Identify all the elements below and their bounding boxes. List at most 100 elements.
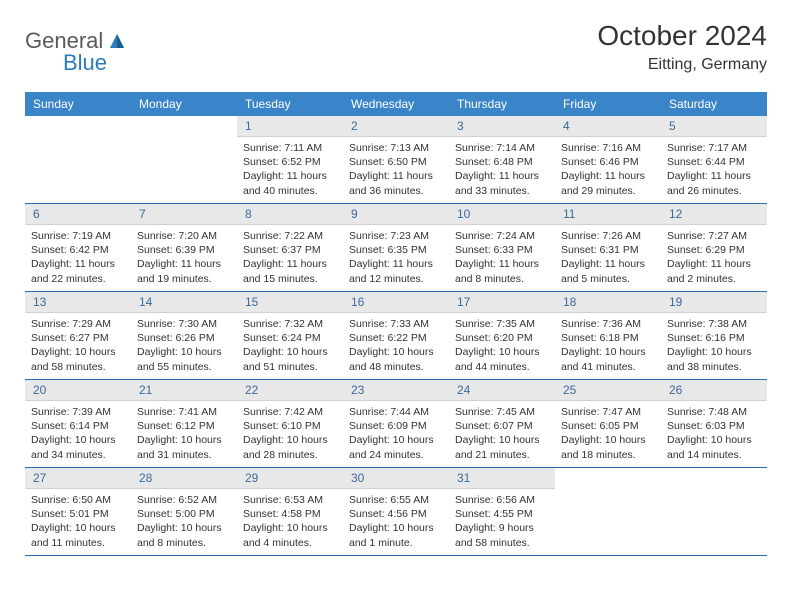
calendar-empty-cell [131,116,237,204]
calendar-day-cell: 2Sunrise: 7:13 AMSunset: 6:50 PMDaylight… [343,116,449,204]
day-number: 23 [343,380,449,401]
weekday-header: Wednesday [343,92,449,116]
day-content: Sunrise: 7:26 AMSunset: 6:31 PMDaylight:… [555,225,661,290]
calendar-day-cell: 29Sunrise: 6:53 AMSunset: 4:58 PMDayligh… [237,468,343,556]
day-number: 20 [25,380,131,401]
day-content: Sunrise: 6:50 AMSunset: 5:01 PMDaylight:… [25,489,131,554]
day-number: 4 [555,116,661,137]
day-content: Sunrise: 7:16 AMSunset: 6:46 PMDaylight:… [555,137,661,202]
weekday-header: Thursday [449,92,555,116]
calendar-day-cell: 17Sunrise: 7:35 AMSunset: 6:20 PMDayligh… [449,292,555,380]
sail-icon [107,31,127,51]
month-title: October 2024 [597,20,767,52]
day-number: 10 [449,204,555,225]
day-content: Sunrise: 6:56 AMSunset: 4:55 PMDaylight:… [449,489,555,554]
day-content: Sunrise: 7:36 AMSunset: 6:18 PMDaylight:… [555,313,661,378]
calendar: SundayMondayTuesdayWednesdayThursdayFrid… [25,92,767,556]
day-content: Sunrise: 7:17 AMSunset: 6:44 PMDaylight:… [661,137,767,202]
day-content: Sunrise: 7:13 AMSunset: 6:50 PMDaylight:… [343,137,449,202]
day-content: Sunrise: 7:42 AMSunset: 6:10 PMDaylight:… [237,401,343,466]
page-header: General October 2024 Eitting, Germany [25,20,767,74]
day-number: 18 [555,292,661,313]
day-number: 29 [237,468,343,489]
calendar-day-cell: 28Sunrise: 6:52 AMSunset: 5:00 PMDayligh… [131,468,237,556]
calendar-day-cell: 14Sunrise: 7:30 AMSunset: 6:26 PMDayligh… [131,292,237,380]
day-content: Sunrise: 7:47 AMSunset: 6:05 PMDaylight:… [555,401,661,466]
day-content: Sunrise: 7:27 AMSunset: 6:29 PMDaylight:… [661,225,767,290]
day-content: Sunrise: 7:29 AMSunset: 6:27 PMDaylight:… [25,313,131,378]
day-number: 7 [131,204,237,225]
calendar-day-cell: 6Sunrise: 7:19 AMSunset: 6:42 PMDaylight… [25,204,131,292]
title-block: October 2024 Eitting, Germany [597,20,767,74]
day-content: Sunrise: 7:19 AMSunset: 6:42 PMDaylight:… [25,225,131,290]
day-number: 16 [343,292,449,313]
calendar-day-cell: 18Sunrise: 7:36 AMSunset: 6:18 PMDayligh… [555,292,661,380]
calendar-empty-cell [661,468,767,556]
calendar-day-cell: 4Sunrise: 7:16 AMSunset: 6:46 PMDaylight… [555,116,661,204]
calendar-day-cell: 30Sunrise: 6:55 AMSunset: 4:56 PMDayligh… [343,468,449,556]
calendar-empty-cell [555,468,661,556]
day-number: 2 [343,116,449,137]
calendar-day-cell: 24Sunrise: 7:45 AMSunset: 6:07 PMDayligh… [449,380,555,468]
day-content: Sunrise: 7:44 AMSunset: 6:09 PMDaylight:… [343,401,449,466]
day-number: 25 [555,380,661,401]
day-number: 31 [449,468,555,489]
day-number: 12 [661,204,767,225]
day-number: 9 [343,204,449,225]
calendar-day-cell: 25Sunrise: 7:47 AMSunset: 6:05 PMDayligh… [555,380,661,468]
day-content: Sunrise: 7:45 AMSunset: 6:07 PMDaylight:… [449,401,555,466]
calendar-day-cell: 3Sunrise: 7:14 AMSunset: 6:48 PMDaylight… [449,116,555,204]
day-number: 11 [555,204,661,225]
logo: General [25,20,129,54]
day-content: Sunrise: 6:52 AMSunset: 5:00 PMDaylight:… [131,489,237,554]
calendar-day-cell: 9Sunrise: 7:23 AMSunset: 6:35 PMDaylight… [343,204,449,292]
day-content: Sunrise: 7:48 AMSunset: 6:03 PMDaylight:… [661,401,767,466]
day-content: Sunrise: 7:24 AMSunset: 6:33 PMDaylight:… [449,225,555,290]
day-content: Sunrise: 7:11 AMSunset: 6:52 PMDaylight:… [237,137,343,202]
day-content: Sunrise: 7:30 AMSunset: 6:26 PMDaylight:… [131,313,237,378]
calendar-day-cell: 19Sunrise: 7:38 AMSunset: 6:16 PMDayligh… [661,292,767,380]
day-number: 28 [131,468,237,489]
day-content: Sunrise: 7:32 AMSunset: 6:24 PMDaylight:… [237,313,343,378]
day-content: Sunrise: 7:33 AMSunset: 6:22 PMDaylight:… [343,313,449,378]
weekday-header: Tuesday [237,92,343,116]
calendar-day-cell: 13Sunrise: 7:29 AMSunset: 6:27 PMDayligh… [25,292,131,380]
calendar-day-cell: 5Sunrise: 7:17 AMSunset: 6:44 PMDaylight… [661,116,767,204]
calendar-day-cell: 16Sunrise: 7:33 AMSunset: 6:22 PMDayligh… [343,292,449,380]
calendar-day-cell: 21Sunrise: 7:41 AMSunset: 6:12 PMDayligh… [131,380,237,468]
calendar-body: 1Sunrise: 7:11 AMSunset: 6:52 PMDaylight… [25,116,767,556]
calendar-day-cell: 12Sunrise: 7:27 AMSunset: 6:29 PMDayligh… [661,204,767,292]
calendar-day-cell: 10Sunrise: 7:24 AMSunset: 6:33 PMDayligh… [449,204,555,292]
logo-text-blue: Blue [63,50,107,75]
day-number: 21 [131,380,237,401]
day-content: Sunrise: 6:53 AMSunset: 4:58 PMDaylight:… [237,489,343,554]
day-number: 22 [237,380,343,401]
day-number: 1 [237,116,343,137]
weekday-header: Friday [555,92,661,116]
calendar-header-row: SundayMondayTuesdayWednesdayThursdayFrid… [25,92,767,116]
day-number: 13 [25,292,131,313]
day-content: Sunrise: 6:55 AMSunset: 4:56 PMDaylight:… [343,489,449,554]
calendar-day-cell: 7Sunrise: 7:20 AMSunset: 6:39 PMDaylight… [131,204,237,292]
calendar-day-cell: 15Sunrise: 7:32 AMSunset: 6:24 PMDayligh… [237,292,343,380]
calendar-empty-cell [25,116,131,204]
day-content: Sunrise: 7:23 AMSunset: 6:35 PMDaylight:… [343,225,449,290]
day-number: 6 [25,204,131,225]
day-number: 26 [661,380,767,401]
day-number: 8 [237,204,343,225]
day-number: 5 [661,116,767,137]
calendar-day-cell: 11Sunrise: 7:26 AMSunset: 6:31 PMDayligh… [555,204,661,292]
day-number: 27 [25,468,131,489]
location: Eitting, Germany [597,56,767,74]
calendar-day-cell: 31Sunrise: 6:56 AMSunset: 4:55 PMDayligh… [449,468,555,556]
day-content: Sunrise: 7:35 AMSunset: 6:20 PMDaylight:… [449,313,555,378]
day-content: Sunrise: 7:39 AMSunset: 6:14 PMDaylight:… [25,401,131,466]
day-number: 17 [449,292,555,313]
day-content: Sunrise: 7:20 AMSunset: 6:39 PMDaylight:… [131,225,237,290]
day-content: Sunrise: 7:38 AMSunset: 6:16 PMDaylight:… [661,313,767,378]
weekday-header: Monday [131,92,237,116]
day-content: Sunrise: 7:14 AMSunset: 6:48 PMDaylight:… [449,137,555,202]
day-content: Sunrise: 7:41 AMSunset: 6:12 PMDaylight:… [131,401,237,466]
day-number: 3 [449,116,555,137]
calendar-day-cell: 23Sunrise: 7:44 AMSunset: 6:09 PMDayligh… [343,380,449,468]
